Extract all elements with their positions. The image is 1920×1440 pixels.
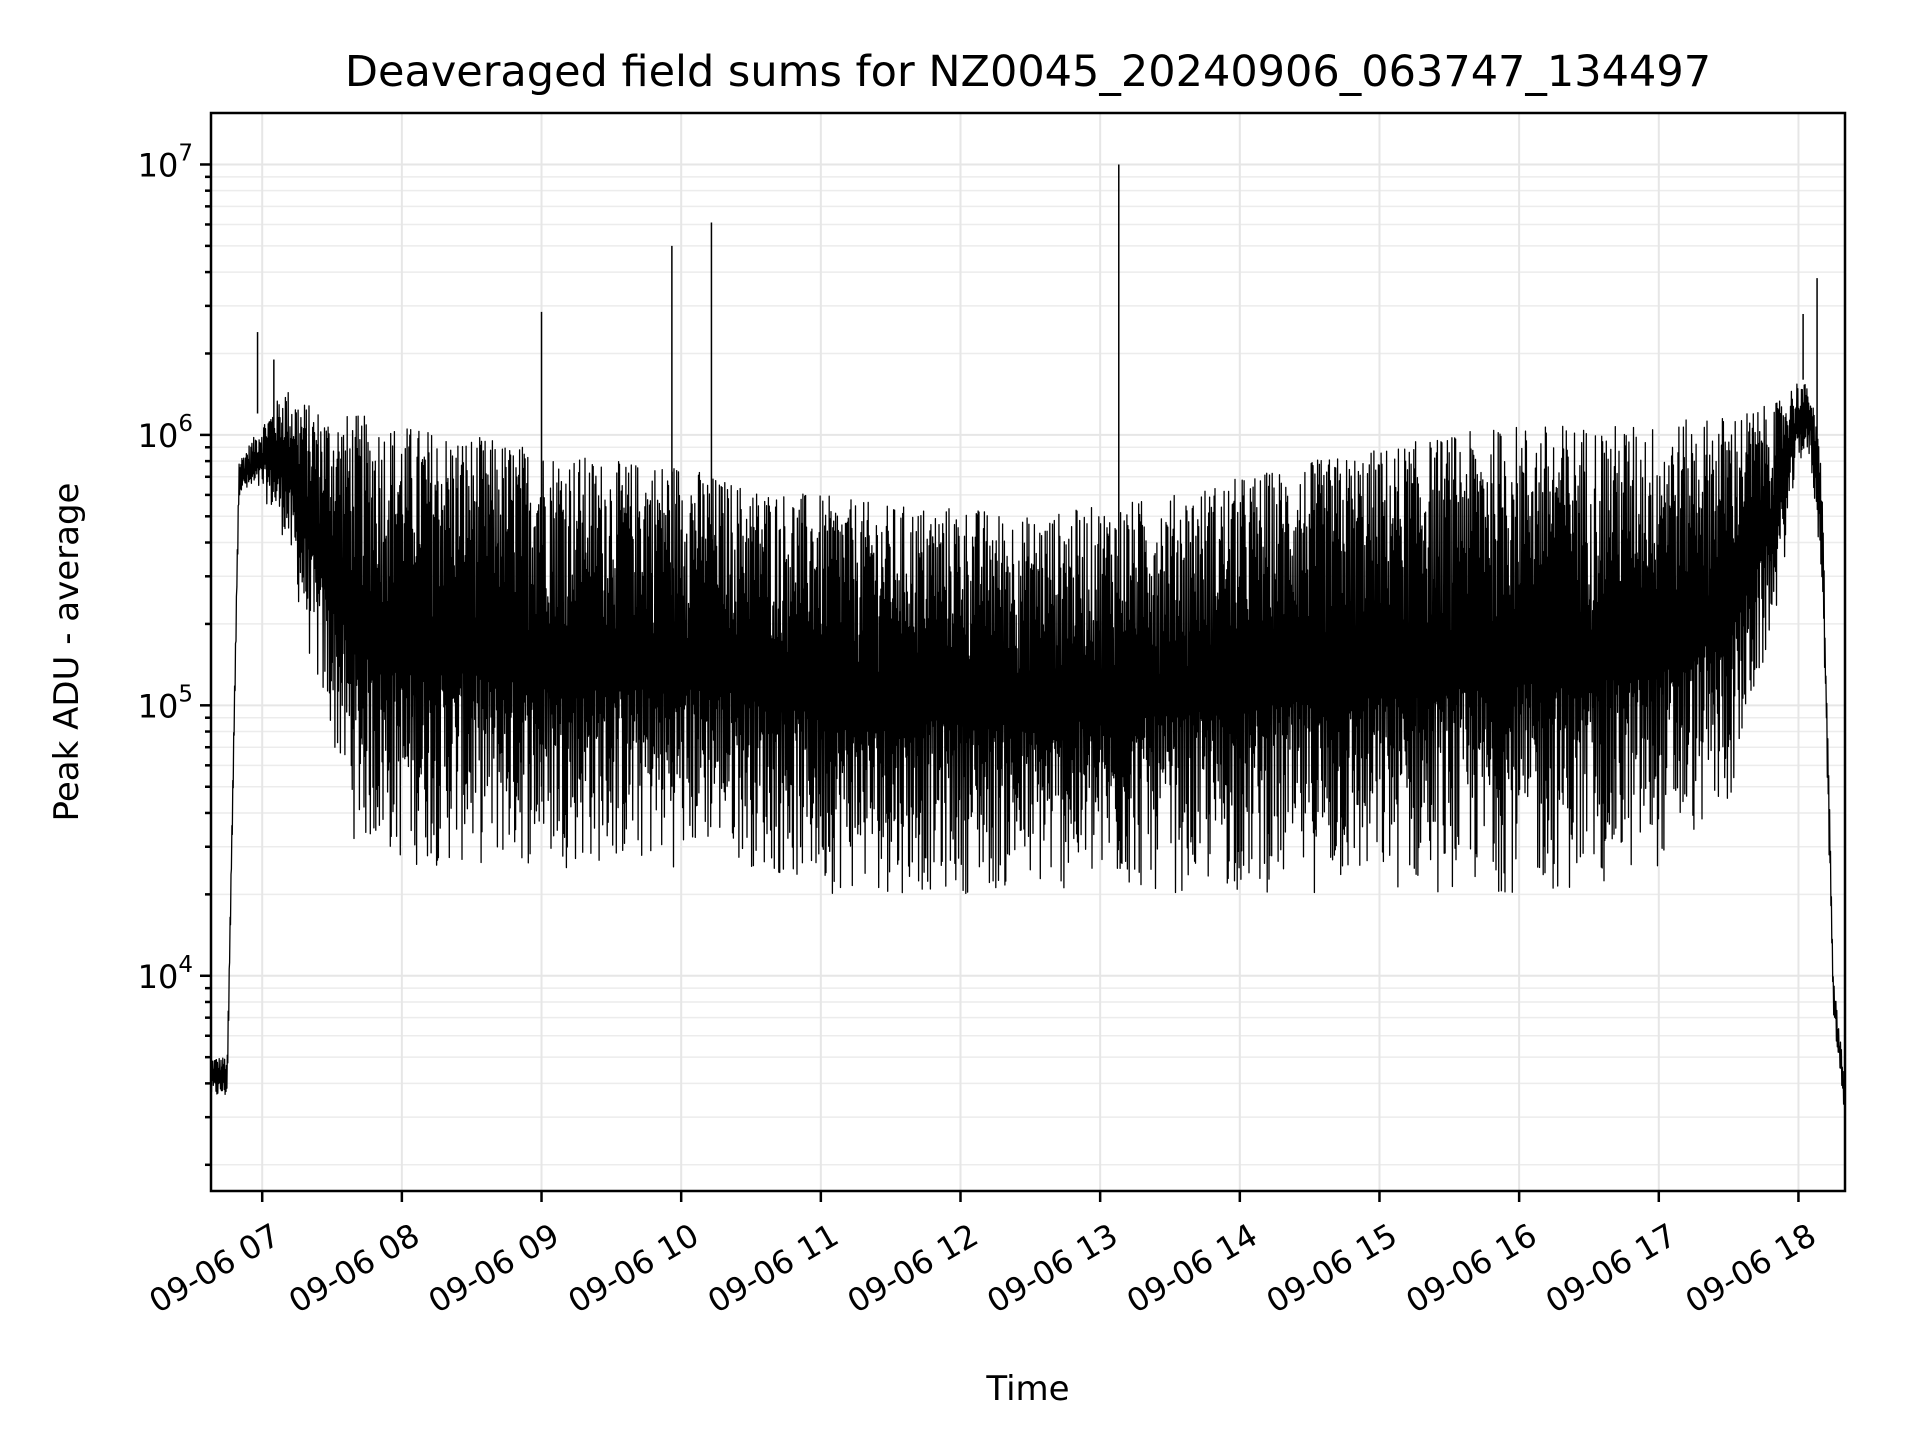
spike-layer (256, 164, 1818, 813)
x-tick-label: 09-06 14 (1120, 1216, 1264, 1321)
y-tick-label: 104 (138, 952, 193, 996)
series-line (210, 383, 1846, 1106)
y-tick-label: 105 (138, 681, 193, 725)
x-tick-label: 09-06 09 (422, 1216, 566, 1321)
x-tick-label: 09-06 18 (1679, 1216, 1823, 1321)
x-tick-label: 09-06 15 (1260, 1216, 1404, 1321)
plot-frame (209, 111, 1847, 1193)
x-tick-label: 09-06 08 (282, 1216, 426, 1321)
x-tick-label: 09-06 16 (1400, 1216, 1544, 1321)
x-tick-label: 09-06 10 (562, 1216, 706, 1321)
y-tick-label: 106 (138, 411, 193, 455)
x-tick-label: 09-06 07 (143, 1216, 287, 1321)
y-axis-label: Peak ADU - average (47, 483, 87, 822)
x-tick-label: 09-06 13 (981, 1216, 1125, 1321)
x-axis-label: Time (985, 1369, 1069, 1409)
x-tick-label: 09-06 12 (841, 1216, 985, 1321)
x-tick-label: 09-06 17 (1539, 1216, 1683, 1321)
chart-title: Deaveraged field sums for NZ0045_2024090… (345, 47, 1711, 97)
y-tick-label: 107 (138, 140, 193, 184)
x-tick-label: 09-06 11 (701, 1216, 845, 1321)
